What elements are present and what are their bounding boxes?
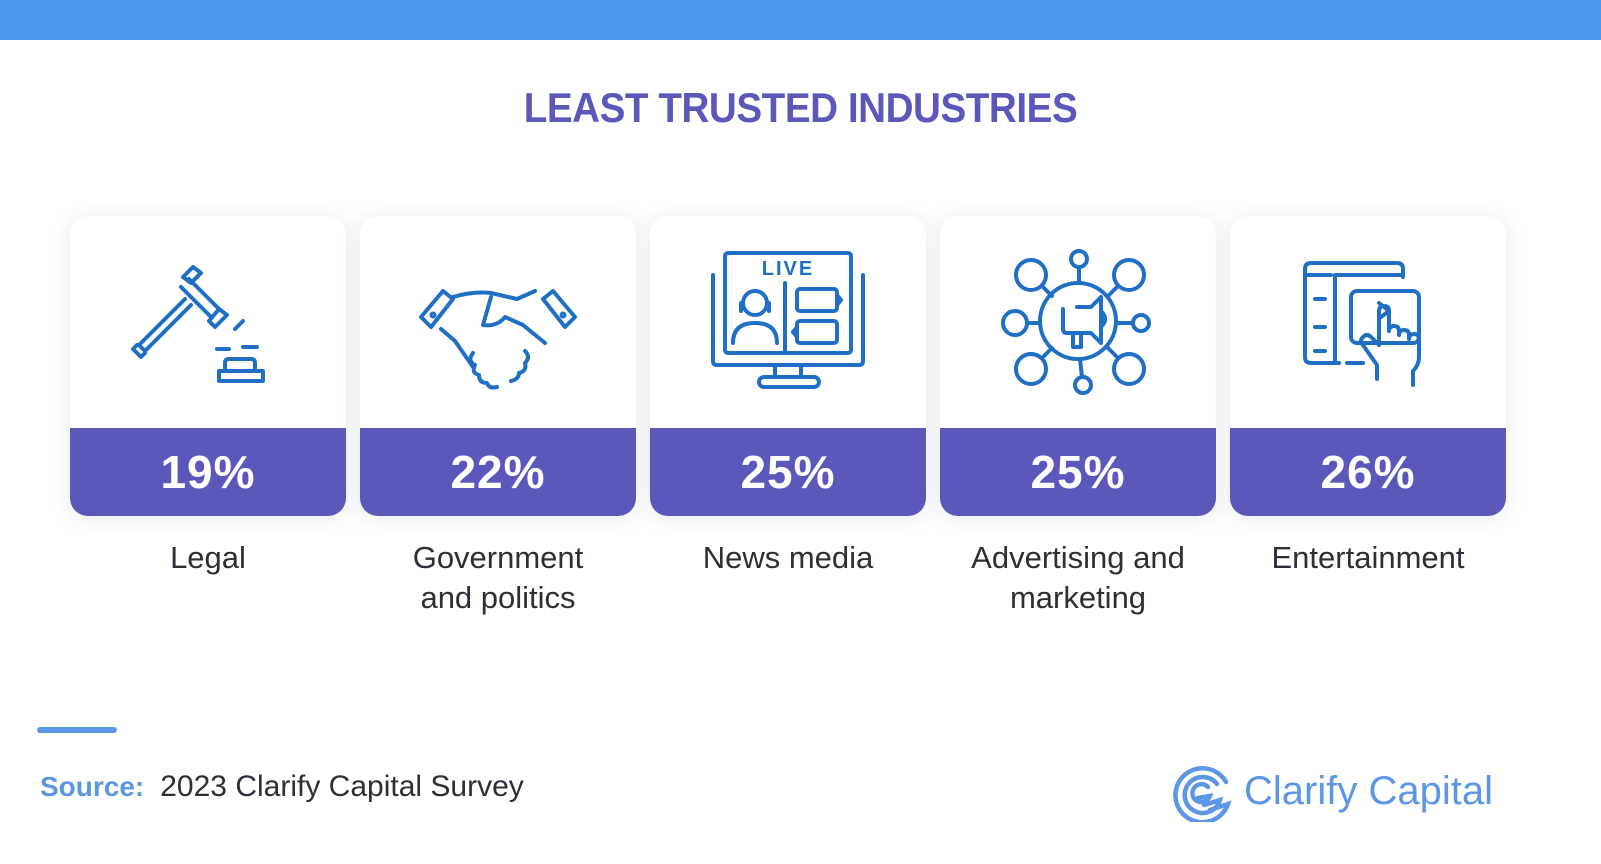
source-label: Source: — [40, 771, 145, 802]
industry-card-entertainment: 26% — [1230, 216, 1506, 516]
source-line: Source: 2023 Clarify Capital Survey — [40, 770, 524, 804]
live-monitor-icon: LIVE — [711, 251, 865, 389]
industry-card-government: 22% — [360, 216, 636, 516]
value-band: 19% — [70, 428, 346, 516]
brand-name: Clarify Capital — [1244, 768, 1493, 813]
industry-card-legal: 19% — [70, 216, 346, 516]
industry-label-legal: Legal — [170, 540, 246, 575]
industry-cards: 19% 22% — [70, 216, 1530, 516]
value-percent: 22% — [450, 446, 546, 498]
value-band: 22% — [360, 428, 636, 516]
gavel-icon — [131, 265, 265, 383]
value-percent: 19% — [160, 446, 256, 498]
value-band: 25% — [650, 428, 926, 516]
industry-label-entertainment: Entertainment — [1271, 540, 1465, 575]
value-band: 25% — [940, 428, 1216, 516]
industry-card-advertising: 25% — [940, 216, 1216, 516]
touch-screen-play-icon — [1303, 261, 1421, 387]
live-text: LIVE — [762, 258, 814, 280]
industry-label-advertising: Advertising and marketing — [971, 540, 1185, 615]
source-text: 2023 Clarify Capital Survey — [160, 770, 524, 803]
megaphone-network-icon — [1001, 249, 1151, 395]
industry-label-government: Government and politics — [412, 540, 584, 615]
industry-label-news-media: News media — [702, 540, 874, 575]
top-accent-bar — [0, 0, 1601, 40]
value-band: 26% — [1230, 428, 1506, 516]
value-percent: 25% — [1030, 446, 1126, 498]
industry-card-news-media: LIVE 25% — [650, 216, 926, 516]
value-percent: 26% — [1320, 446, 1416, 498]
footer-divider — [37, 727, 117, 733]
value-percent: 25% — [740, 446, 836, 498]
handshake-icon — [419, 289, 577, 390]
clarify-logo-icon — [1173, 766, 1232, 822]
page-title: LEAST TRUSTED INDUSTRIES — [523, 84, 1078, 131]
brand-logo: Clarify Capital — [1170, 760, 1493, 822]
